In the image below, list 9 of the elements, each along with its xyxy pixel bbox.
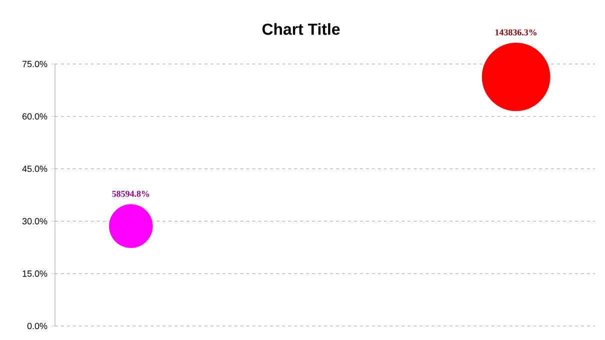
annotation: 58594.8% [112,190,150,197]
y-tick-label: 15.0% [22,270,48,277]
text: 143836.3% [495,29,537,36]
y-tick-label: 45.0% [22,166,48,172]
y-tick-label: 60.0% [22,113,48,120]
y-tick-label: 0.0% [27,322,48,330]
y-tick-label: 75.0% [22,60,48,68]
y-tick-label: 30.0% [22,218,48,224]
chart-title: Chart Title [262,23,340,35]
